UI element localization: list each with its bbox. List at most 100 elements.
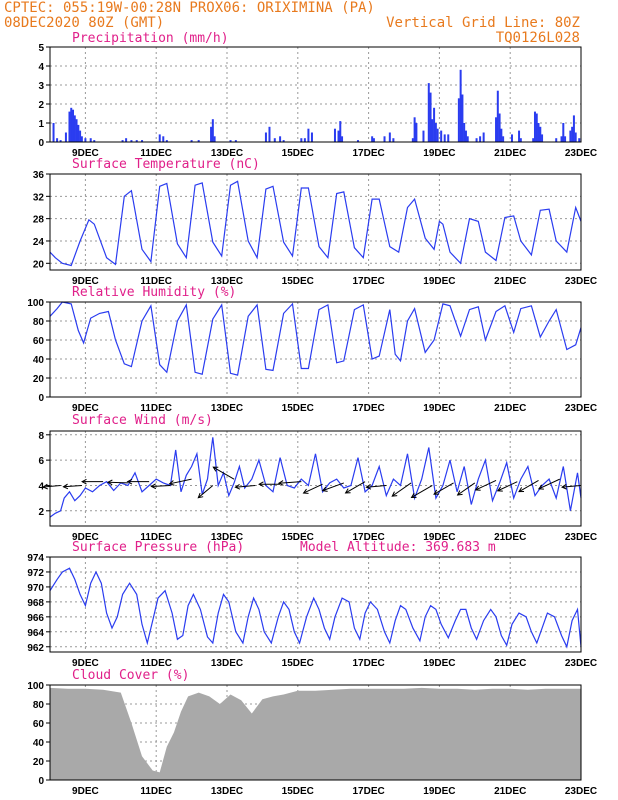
humidity-panel: Relative Humidity (%) 9DEC 11DEC 13DEC 15DEC… — [27, 285, 597, 414]
wind-arrow — [433, 482, 454, 495]
temperature-x-tick-label: 9DEC — [72, 276, 99, 287]
wind-arrow-head — [150, 483, 157, 490]
cloud-y-tick-label: 20 — [33, 757, 45, 768]
wind-arrow — [365, 484, 387, 490]
temperature-y-tick-label: 20 — [33, 259, 45, 270]
cloud-title: Cloud Cover (%) — [72, 668, 189, 683]
pressure-y-tick-label: 974 — [27, 553, 44, 564]
wind-arrow-head — [496, 486, 503, 492]
temperature-x-tick-label: 19DEC — [423, 276, 455, 287]
humidity-x-tick-label: 23DEC — [565, 403, 597, 414]
humidity-y-tick-label: 60 — [33, 336, 45, 347]
wind-arrow — [197, 485, 214, 499]
precip-bar — [282, 140, 285, 142]
wind-arrow-shaft — [457, 482, 476, 496]
precipitation-x-tick-label: 17DEC — [352, 148, 384, 159]
cloud-panel: Cloud Cover (%) 9DEC 11DEC 13DEC 15DEC 17DEC 1… — [27, 668, 597, 797]
precip-bar — [52, 123, 55, 142]
precip-bar — [537, 123, 540, 142]
wind-x-tick-label: 15DEC — [282, 532, 314, 543]
humidity-y-tick-label: 20 — [33, 374, 45, 385]
wind-arrow-shaft — [151, 484, 171, 487]
wind-arrow-head — [537, 484, 544, 490]
humidity-x-tick-label: 15DEC — [282, 403, 314, 414]
precip-bar — [141, 140, 144, 142]
wind-arrow-head — [321, 486, 328, 492]
wind-arrow-shaft — [497, 481, 518, 492]
pressure-x-tick-label: 17DEC — [352, 658, 384, 669]
wind-arrow-head — [344, 488, 351, 494]
precipitation-y-tick-label: 3 — [38, 81, 44, 92]
wind-arrow-shaft — [475, 479, 497, 491]
header-station: CPTEC: 055:19W-00:28N PROX06: ORIXIMINA … — [4, 0, 375, 16]
precip-bar — [533, 111, 536, 142]
precip-bar — [371, 136, 374, 142]
wind-arrow — [518, 479, 539, 493]
wind-y-tick-label: 6 — [38, 456, 44, 467]
precip-bar — [125, 138, 128, 142]
wind-arrow-head — [81, 478, 87, 485]
precipitation-x-tick-label: 15DEC — [282, 148, 314, 159]
precip-bar — [510, 134, 513, 142]
humidity-y-tick-label: 100 — [27, 298, 44, 309]
precip-bar — [578, 138, 581, 142]
precipitation-x-tick-label: 11DEC — [140, 148, 172, 159]
wind-arrow-shaft — [538, 478, 560, 490]
wind-arrow — [456, 482, 476, 496]
cloud-area — [50, 687, 581, 780]
precip-bar — [569, 130, 572, 142]
wind-arrow-shaft — [63, 484, 82, 488]
wind-arrow-shaft — [411, 485, 433, 498]
humidity-x-tick-label: 17DEC — [352, 403, 384, 414]
pressure-panel: Surface Pressure (hPa) Model Altitude: 36… — [27, 540, 597, 669]
wind-arrow-head — [518, 487, 525, 493]
precipitation-x-tick-label: 13DEC — [211, 148, 243, 159]
precip-bar — [392, 138, 395, 142]
precip-bar — [341, 136, 344, 142]
wind-arrow-head — [106, 479, 113, 486]
pressure-x-tick-label: 23DEC — [565, 658, 597, 669]
wind-arrow-head — [302, 488, 309, 494]
wind-arrow-head — [391, 491, 398, 497]
precip-bar — [519, 138, 522, 142]
wind-arrow-head — [456, 490, 463, 496]
temperature-y-tick-label: 28 — [33, 215, 45, 226]
precipitation-x-tick-label: 19DEC — [423, 148, 455, 159]
cloud-x-tick-label: 19DEC — [423, 786, 455, 797]
wind-arrow-shaft — [303, 483, 323, 494]
cloud-x-tick-label: 11DEC — [140, 786, 172, 797]
wind-x-tick-label: 21DEC — [494, 532, 526, 543]
precip-bar — [279, 136, 282, 142]
wind-arrow-shaft — [213, 466, 235, 480]
pressure-x-tick-label: 15DEC — [282, 658, 314, 669]
wind-arrow-shaft — [562, 484, 582, 488]
precipitation-x-tick-label: 21DEC — [494, 148, 526, 159]
precipitation-y-tick-label: 1 — [38, 119, 44, 130]
wind-arrow-head — [561, 483, 567, 490]
wind-line — [49, 437, 582, 518]
wind-arrow-head — [410, 492, 417, 498]
wind-arrow-head — [474, 485, 481, 491]
temperature-frame — [49, 173, 582, 271]
wind-arrow-shaft — [391, 482, 412, 497]
wind-x-tick-label: 19DEC — [423, 532, 455, 543]
precip-bar — [422, 130, 425, 142]
wind-arrow-shaft — [43, 484, 61, 488]
precip-bar — [213, 136, 216, 142]
pressure-x-tick-label: 21DEC — [494, 658, 526, 669]
pressure-y-tick-label: 962 — [27, 643, 44, 654]
wind-y-tick-label: 8 — [38, 431, 44, 442]
temperature-x-tick-label: 13DEC — [211, 276, 243, 287]
precip-bar — [59, 140, 62, 142]
precip-bar — [383, 136, 386, 142]
precip-bar — [571, 126, 574, 142]
precip-bar — [443, 134, 446, 142]
wind-arrow — [277, 480, 302, 486]
precip-bar — [135, 140, 138, 142]
precip-bar — [572, 115, 575, 142]
humidity-x-tick-label: 9DEC — [72, 403, 99, 414]
precip-bar — [158, 134, 161, 142]
precipitation-y-tick-label: 5 — [38, 43, 44, 54]
precip-bar — [337, 130, 340, 142]
wind-arrow — [212, 466, 235, 480]
